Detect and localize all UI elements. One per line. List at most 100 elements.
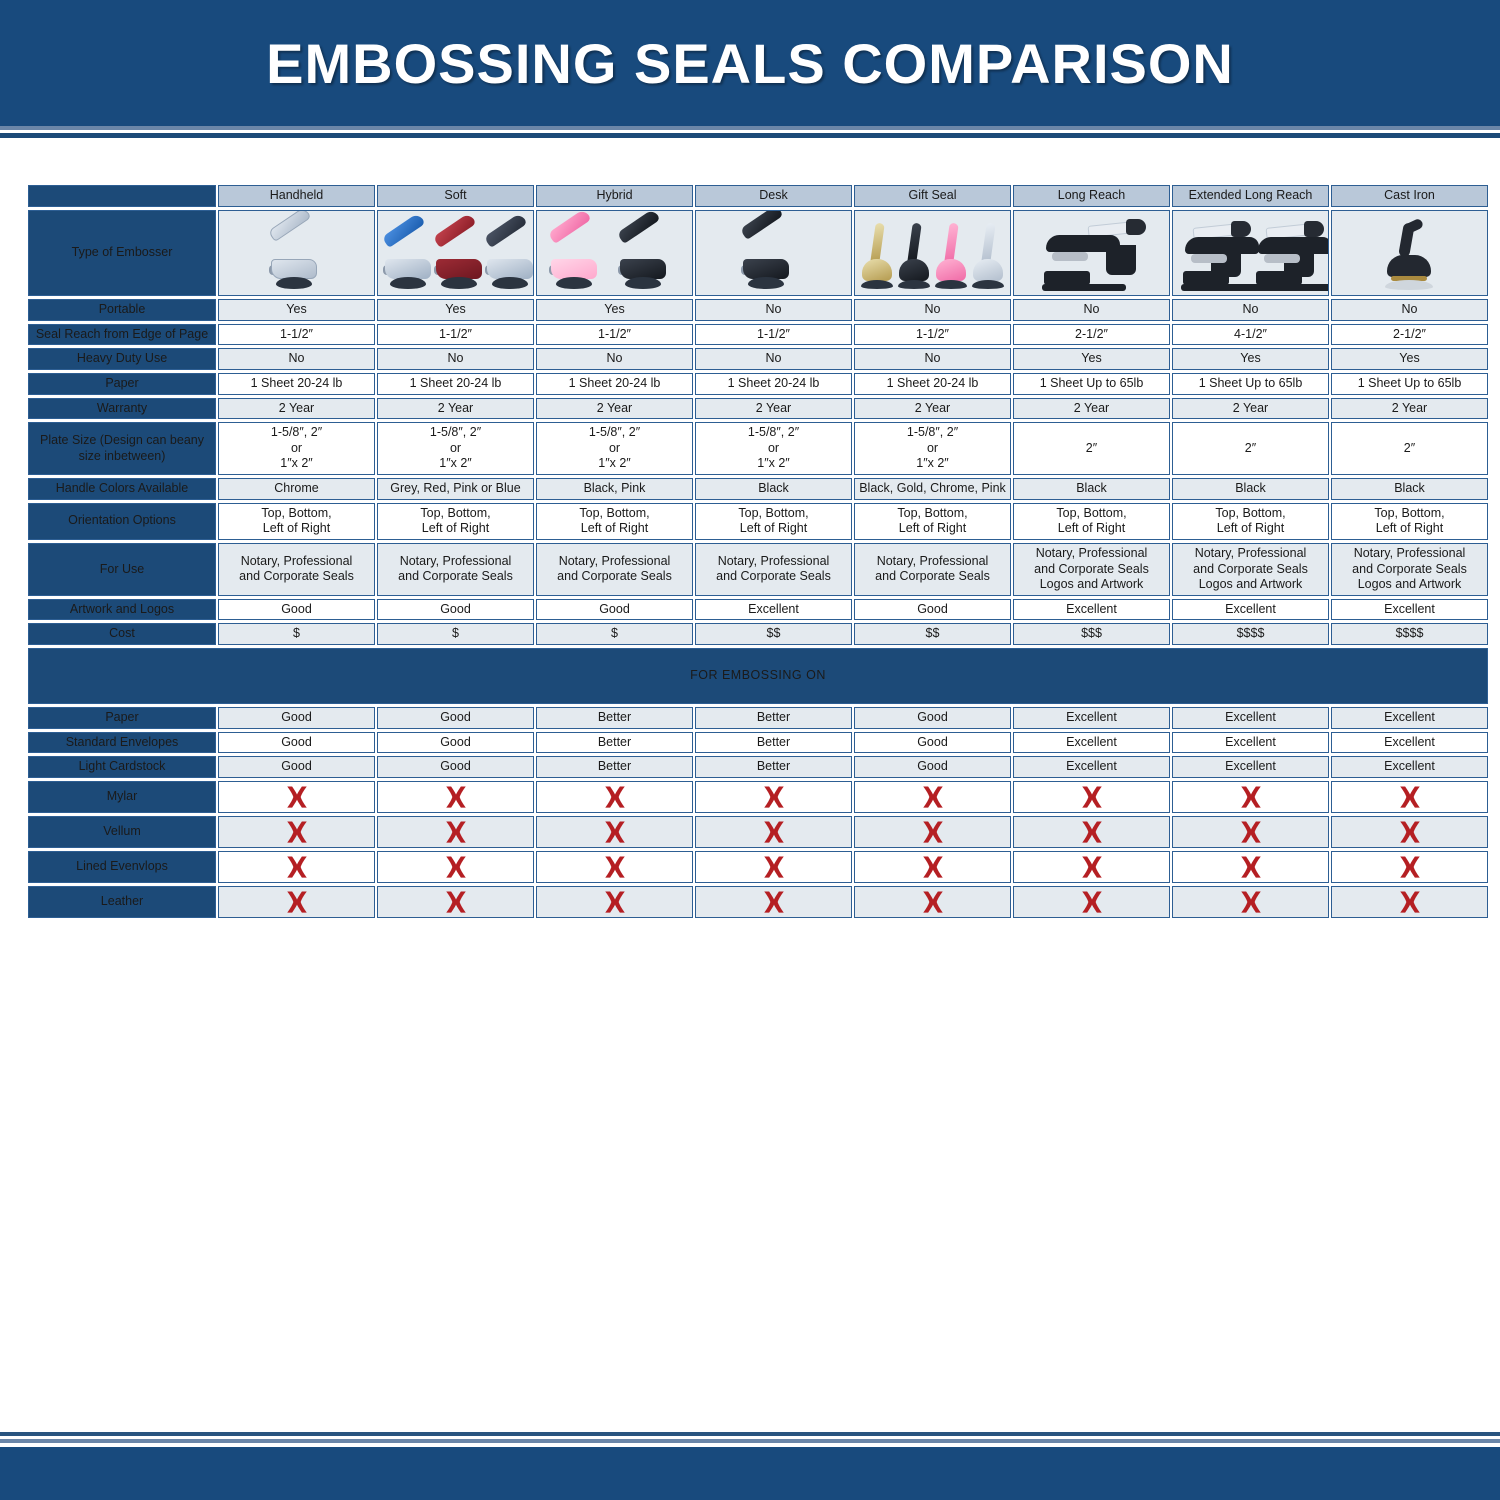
embosser-image-long-reach <box>1013 210 1170 296</box>
not-supported-x-icon <box>1238 786 1264 808</box>
spec-cell-cost-handheld: $ <box>218 623 375 645</box>
table-row: Artwork and Logos Good Good Good Excellent Go… <box>28 598 1488 621</box>
spec-cell-warranty-desk: 2 Year <box>695 397 852 420</box>
embossing-cell-leather-handheld <box>218 885 375 918</box>
comparison-table-body: Type of Embosser <box>28 210 1488 918</box>
spec-cell-for-use-extended-long-reach: Notary, Professional and Corporate Seals… <box>1172 542 1329 596</box>
spec-cell-artwork-and-logos-long-reach: Excellent <box>1013 598 1170 621</box>
row-label-artwork-and-logos: Artwork and Logos <box>28 598 216 621</box>
embossing-cell-standard-envelopes-desk: Better <box>695 731 852 754</box>
embossing-cell-mylar-soft <box>377 780 534 813</box>
header-rule-light <box>0 126 1500 130</box>
column-header-hybrid[interactable]: Hybrid <box>536 185 693 207</box>
table-row: Portable Yes Yes Yes No No No No No <box>28 299 1488 321</box>
spec-cell-artwork-and-logos-gift-seal: Good <box>854 598 1011 621</box>
spec-cell-plate-size-design-can-beany-size-inbetween-cast-iron: 2″ <box>1331 422 1488 475</box>
embossing-cell-lined-evenvlops-gift-seal <box>854 850 1011 883</box>
not-supported-x-icon <box>920 821 946 843</box>
not-supported-x-icon <box>920 786 946 808</box>
spec-cell-heavy-duty-use-hybrid: No <box>536 348 693 370</box>
spec-cell-handle-colors-available-desk: Black <box>695 478 852 500</box>
not-supported-x-icon <box>1238 891 1264 913</box>
not-supported-x-icon <box>1397 891 1423 913</box>
table-corner-cell <box>28 185 216 207</box>
embossing-cell-vellum-extended-long-reach <box>1172 815 1329 848</box>
spec-cell-heavy-duty-use-handheld: No <box>218 348 375 370</box>
row-label-portable: Portable <box>28 299 216 321</box>
spec-cell-paper-handheld: 1 Sheet 20-24 lb <box>218 372 375 395</box>
spec-cell-plate-size-design-can-beany-size-inbetween-extended-long-reach: 2″ <box>1172 422 1329 475</box>
spec-cell-paper-gift-seal: 1 Sheet 20-24 lb <box>854 372 1011 395</box>
not-supported-x-icon <box>1238 856 1264 878</box>
embosser-image-extended-long-reach <box>1172 210 1329 296</box>
black-gift-seal-icon <box>897 222 931 291</box>
spec-cell-portable-gift-seal: No <box>854 299 1011 321</box>
table-row: Standard Envelopes Good Good Better Better Go… <box>28 731 1488 754</box>
cast-iron-embosser-icon <box>1383 217 1437 291</box>
embossing-cell-standard-envelopes-hybrid: Better <box>536 731 693 754</box>
spec-cell-seal-reach-from-edge-of-page-cast-iron: 2-1/2″ <box>1331 323 1488 346</box>
table-row: Heavy Duty Use No No No No No Yes Yes Yes <box>28 348 1488 370</box>
spec-cell-seal-reach-from-edge-of-page-desk: 1-1/2″ <box>695 323 852 346</box>
spec-cell-artwork-and-logos-hybrid: Good <box>536 598 693 621</box>
embossing-cell-mylar-cast-iron <box>1331 780 1488 813</box>
column-header-gift-seal[interactable]: Gift Seal <box>854 185 1011 207</box>
spec-cell-seal-reach-from-edge-of-page-hybrid: 1-1/2″ <box>536 323 693 346</box>
embossing-cell-leather-cast-iron <box>1331 885 1488 918</box>
embossing-cell-paper-desk: Better <box>695 707 852 729</box>
spec-cell-orientation-options-cast-iron: Top, Bottom, Left of Right <box>1331 502 1488 540</box>
embossing-cell-vellum-handheld <box>218 815 375 848</box>
column-header-handheld[interactable]: Handheld <box>218 185 375 207</box>
embossing-cell-light-cardstock-desk: Better <box>695 756 852 778</box>
column-header-extended-long-reach[interactable]: Extended Long Reach <box>1172 185 1329 207</box>
spec-cell-paper-cast-iron: 1 Sheet Up to 65lb <box>1331 372 1488 395</box>
column-header-desk[interactable]: Desk <box>695 185 852 207</box>
spec-cell-handle-colors-available-hybrid: Black, Pink <box>536 478 693 500</box>
spec-cell-heavy-duty-use-extended-long-reach: Yes <box>1172 348 1329 370</box>
chrome-handheld-embosser-icon <box>267 211 327 291</box>
embossing-cell-leather-long-reach <box>1013 885 1170 918</box>
spec-cell-handle-colors-available-gift-seal: Black, Gold, Chrome, Pink <box>854 478 1011 500</box>
embossing-cell-standard-envelopes-gift-seal: Good <box>854 731 1011 754</box>
spec-cell-handle-colors-available-long-reach: Black <box>1013 478 1170 500</box>
spec-cell-artwork-and-logos-cast-iron: Excellent <box>1331 598 1488 621</box>
column-header-long-reach[interactable]: Long Reach <box>1013 185 1170 207</box>
row-label-orientation-options: Orientation Options <box>28 502 216 540</box>
row-label-standard-envelopes: Standard Envelopes <box>28 731 216 754</box>
table-row: Orientation Options Top, Bottom, Left of … <box>28 502 1488 540</box>
spec-cell-for-use-soft: Notary, Professional and Corporate Seals <box>377 542 534 596</box>
gold-gift-seal-icon <box>860 222 894 291</box>
not-supported-x-icon <box>761 891 787 913</box>
spec-cell-orientation-options-soft: Top, Bottom, Left of Right <box>377 502 534 540</box>
table-row: Vellum <box>28 815 1488 848</box>
spec-cell-heavy-duty-use-cast-iron: Yes <box>1331 348 1488 370</box>
embossing-cell-lined-evenvlops-hybrid <box>536 850 693 883</box>
not-supported-x-icon <box>920 856 946 878</box>
column-header-soft[interactable]: Soft <box>377 185 534 207</box>
not-supported-x-icon <box>602 821 628 843</box>
blue-soft-embosser-icon <box>381 212 431 291</box>
black-soft-embosser-icon <box>483 212 533 291</box>
table-header-row: Handheld Soft Hybrid Desk Gift Seal Long… <box>28 185 1488 207</box>
table-row: Cost $ $ $ $$ $$ $$$ $$$$ $$$$ <box>28 623 1488 645</box>
not-supported-x-icon <box>602 891 628 913</box>
not-supported-x-icon <box>1079 786 1105 808</box>
section-banner-for-embossing-on: FOR EMBOSSING ON <box>28 648 1488 704</box>
spec-cell-plate-size-design-can-beany-size-inbetween-gift-seal: 1-5/8″, 2″ or 1″x 2″ <box>854 422 1011 475</box>
black-hybrid-embosser-icon <box>616 211 682 291</box>
row-label-plate-size-design-can-beany-size-inbetween: Plate Size (Design can beany size inbetw… <box>28 422 216 475</box>
spec-cell-seal-reach-from-edge-of-page-gift-seal: 1-1/2″ <box>854 323 1011 346</box>
row-label-for-use: For Use <box>28 542 216 596</box>
spec-cell-for-use-desk: Notary, Professional and Corporate Seals <box>695 542 852 596</box>
column-header-cast-iron[interactable]: Cast Iron <box>1331 185 1488 207</box>
embossing-cell-leather-extended-long-reach <box>1172 885 1329 918</box>
embossing-cell-lined-evenvlops-long-reach <box>1013 850 1170 883</box>
spec-cell-heavy-duty-use-gift-seal: No <box>854 348 1011 370</box>
spec-cell-orientation-options-handheld: Top, Bottom, Left of Right <box>218 502 375 540</box>
embossing-cell-paper-gift-seal: Good <box>854 707 1011 729</box>
spec-cell-artwork-and-logos-desk: Excellent <box>695 598 852 621</box>
embossing-cell-lined-evenvlops-cast-iron <box>1331 850 1488 883</box>
embossing-cell-standard-envelopes-handheld: Good <box>218 731 375 754</box>
spec-cell-for-use-cast-iron: Notary, Professional and Corporate Seals… <box>1331 542 1488 596</box>
spec-cell-portable-long-reach: No <box>1013 299 1170 321</box>
